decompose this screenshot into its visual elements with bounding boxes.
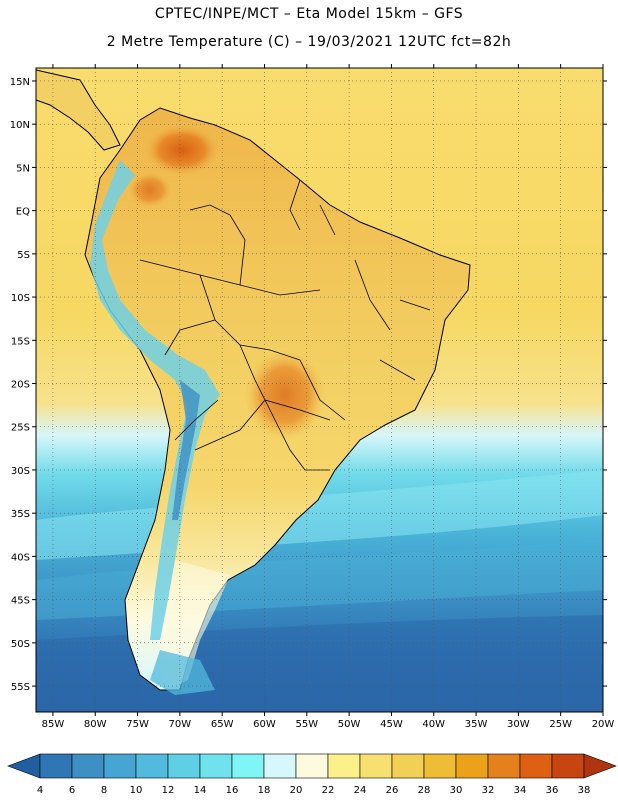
lat-tick-label: 15N [10,77,30,88]
colorbar-label: 32 [482,785,495,796]
colorbar-cell [455,753,489,779]
lon-tick-label: 45W [380,719,403,730]
lat-tick-label: EQ [16,207,30,218]
country-borders [139,179,431,471]
colorbar-cell [391,753,425,779]
colorbar-cell [487,753,521,779]
colorbar-label: 24 [354,785,367,796]
colorbar-label: 22 [322,785,335,796]
lat-tick-label: 40S [11,552,30,563]
lat-tick-label: 5N [16,163,30,174]
longitude-axis: 85W 80W 75W 70W 65W 60W 55W 50W 45W 40W 35W 30W 25W 2… [42,64,615,730]
colorbar-label: 4 [37,785,43,796]
map-title-line2: 2 Metre Temperature (C) – 19/03/2021 12U… [106,34,512,50]
colorbar-cell [327,753,361,779]
colorbar-arrow-high [583,753,617,779]
colorbar-cell [199,753,233,779]
colorbar-label: 28 [418,785,431,796]
colorbar-label: 18 [258,785,271,796]
colorbar-cell [231,753,265,779]
colorbar-label: 12 [162,785,175,796]
lon-tick-label: 30W [507,719,530,730]
colorbar-label: 20 [290,785,303,796]
colorbar-label: 16 [226,785,239,796]
central-america-landmass [36,69,121,151]
lat-tick-label: 10S [11,293,30,304]
colorbar-label: 6 [69,785,75,796]
lon-tick-label: 40W [422,719,445,730]
lat-tick-label: 15S [11,336,30,347]
lon-tick-label: 65W [211,719,234,730]
lat-tick-label: 20S [11,380,30,391]
colorbar-cell [263,753,297,779]
lat-tick-label: 45S [11,596,30,607]
lat-tick-label: 25S [11,423,30,434]
colorbar-cell [519,753,553,779]
lon-tick-label: 75W [126,719,149,730]
lat-tick-label: 30S [11,466,30,477]
graticule [36,68,603,712]
colorbar-cell [135,753,169,779]
lat-tick-label: 35S [11,509,30,520]
colorbar-label: 26 [386,785,399,796]
colorbar-cell [295,753,329,779]
colorbar-cell [551,753,585,779]
colorbar-label: 38 [578,785,591,796]
colorbar-label: 36 [546,785,559,796]
colorbar-label: 14 [194,785,207,796]
colorbar-label: 34 [514,785,527,796]
lat-tick-label: 5S [17,250,30,261]
lat-tick-label: 10N [10,120,30,131]
lat-tick-label: 55S [11,682,30,693]
colorbar-cell [103,753,137,779]
temperature-colorbar: 4 6 8 10 12 14 16 18 20 22 24 26 28 30 32 34 36 38 [7,753,617,796]
hot-spot-venezuela [144,124,220,176]
colorbar-cell [39,753,73,779]
map-title-line1: CPTEC/INPE/MCT – Eta Model 15km – GFS [154,6,464,22]
colorbar-label: 10 [130,785,143,796]
lon-tick-label: 80W [84,719,107,730]
lon-tick-label: 85W [42,719,65,730]
lon-tick-label: 25W [549,719,572,730]
lon-tick-label: 70W [169,719,192,730]
hot-spot-paraguay [245,350,325,440]
colorbar-label: 30 [450,785,463,796]
lat-tick-label: 50S [11,639,30,650]
lon-tick-label: 20W [592,719,615,730]
latitude-axis: 15N 10N 5N EQ 5S 10S 15S 20S 25S 30S 35S 40S 45S 50S 5… [10,77,607,693]
map-frame [35,67,604,713]
colorbar-cell [167,753,201,779]
lon-tick-label: 50W [338,719,361,730]
lon-tick-label: 60W [253,719,276,730]
colorbar-cell [359,753,393,779]
colorbar-label: 8 [101,785,107,796]
colorbar-cell [423,753,457,779]
colorbar-arrow-low [7,753,41,779]
colorbar-cell [71,753,105,779]
lon-tick-label: 55W [295,719,318,730]
lon-tick-label: 35W [465,719,488,730]
